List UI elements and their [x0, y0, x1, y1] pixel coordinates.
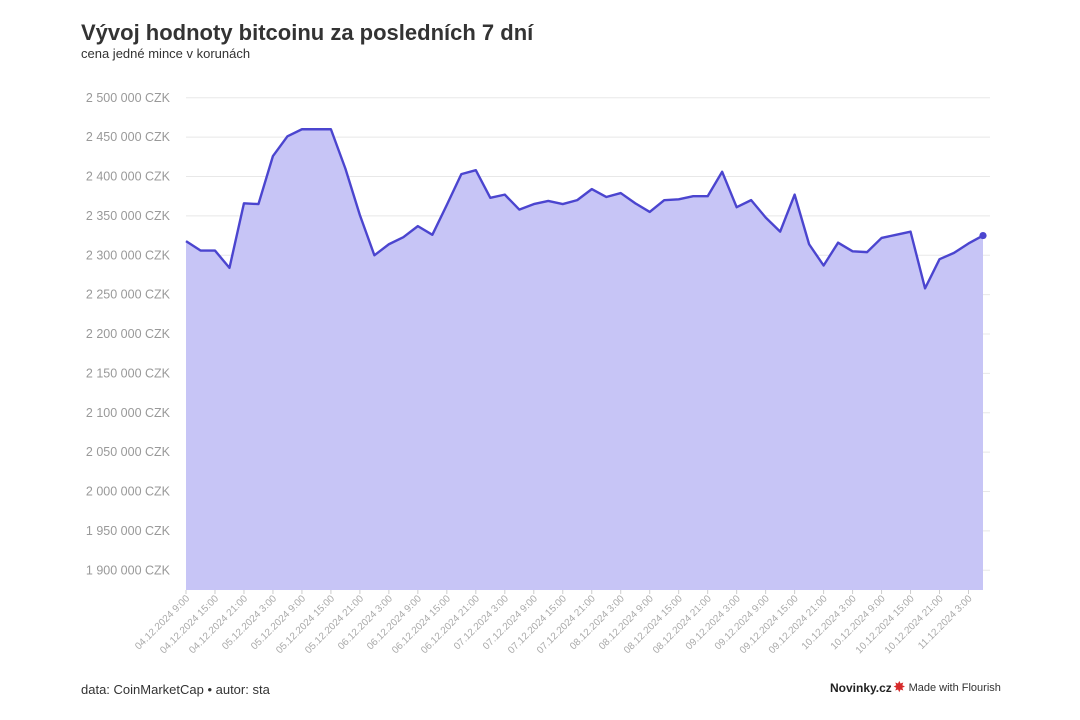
series-line	[185, 128, 984, 290]
series-layer	[185, 128, 987, 590]
last-data-point[interactable]	[979, 231, 987, 240]
y-tick-label: 2 100 000 CZK	[86, 406, 171, 420]
y-tick-label: 2 350 000 CZK	[86, 209, 171, 223]
y-tick-label: 2 450 000 CZK	[86, 130, 171, 144]
y-tick-label: 1 950 000 CZK	[86, 524, 171, 538]
flourish-label: Made with Flourish	[908, 681, 1001, 694]
y-tick-label: 1 900 000 CZK	[86, 563, 171, 577]
y-tick-label: 2 150 000 CZK	[86, 366, 171, 380]
y-tick-label: 2 000 000 CZK	[86, 485, 171, 499]
flourish-asterisk-icon: ✸	[893, 679, 906, 696]
y-tick-label: 2 250 000 CZK	[86, 288, 171, 302]
made-with-flourish-link[interactable]: ✸ Made with Flourish	[893, 680, 1001, 695]
y-tick-label: 2 300 000 CZK	[86, 248, 171, 262]
y-tick-label: 2 500 000 CZK	[86, 91, 171, 105]
y-tick-label: 2 400 000 CZK	[86, 170, 171, 184]
chart-title: Vývoj hodnoty bitcoinu za posledních 7 d…	[81, 20, 534, 45]
chart-subtitle: cena jedné mince v korunách	[81, 46, 251, 61]
y-axis: 1 900 000 CZK 1 950 000 CZK 2 000 000 CZK 2…	[86, 91, 171, 578]
area-fill	[186, 129, 983, 590]
x-tick-label: 11.12.2024 3:00	[916, 593, 975, 652]
y-tick-label: 2 200 000 CZK	[86, 327, 171, 341]
brand-logo-text[interactable]: Novinky.cz	[830, 681, 892, 695]
source-credit: data: CoinMarketCap • autor: sta	[81, 682, 270, 697]
y-tick-label: 2 050 000 CZK	[86, 445, 171, 459]
